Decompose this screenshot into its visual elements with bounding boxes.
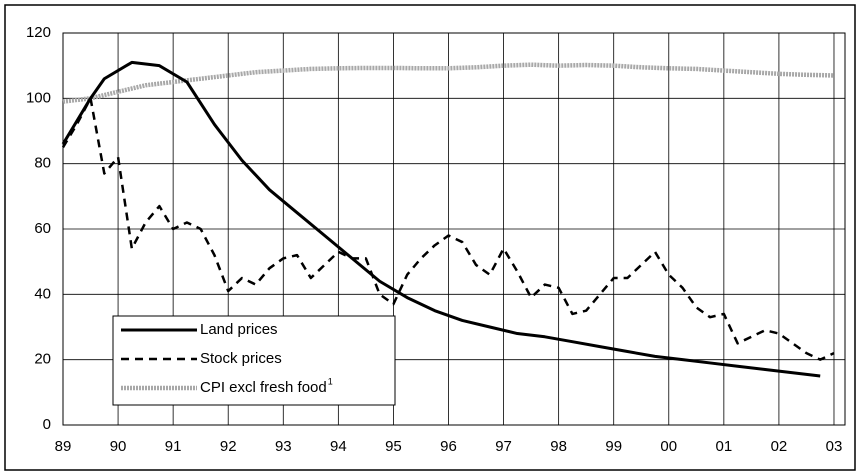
x-tick-label: 90: [110, 438, 127, 455]
x-tick-label: 92: [220, 438, 237, 455]
x-tick-label: 03: [826, 438, 843, 455]
x-tick-label: 98: [550, 438, 567, 455]
x-tick-label: 95: [385, 438, 402, 455]
x-tick-label: 02: [771, 438, 788, 455]
series-line: [61, 60, 821, 378]
y-tick-label: 20: [34, 351, 51, 368]
legend-label: Land prices: [200, 321, 278, 338]
x-tick-label: 99: [605, 438, 622, 455]
series-line: [61, 97, 835, 361]
x-tick-label: 93: [275, 438, 292, 455]
footnote-mark: 1: [328, 376, 333, 386]
x-tick-label: 94: [330, 438, 347, 455]
x-tick-label: 89: [55, 438, 72, 455]
series-line: [62, 62, 835, 104]
legend-label: CPI excl fresh food: [200, 379, 327, 396]
y-tick-label: 120: [26, 24, 51, 41]
y-tick-label: 0: [43, 416, 51, 433]
x-tick-label: 00: [660, 438, 677, 455]
x-tick-label: 91: [165, 438, 182, 455]
y-tick-label: 40: [34, 285, 51, 302]
y-tick-label: 100: [26, 89, 51, 106]
x-tick-label: 96: [440, 438, 457, 455]
legend-label: Stock prices: [200, 350, 282, 367]
x-tick-label: 01: [716, 438, 733, 455]
y-tick-label: 60: [34, 220, 51, 237]
y-tick-label: 80: [34, 155, 51, 172]
x-tick-label: 97: [495, 438, 512, 455]
